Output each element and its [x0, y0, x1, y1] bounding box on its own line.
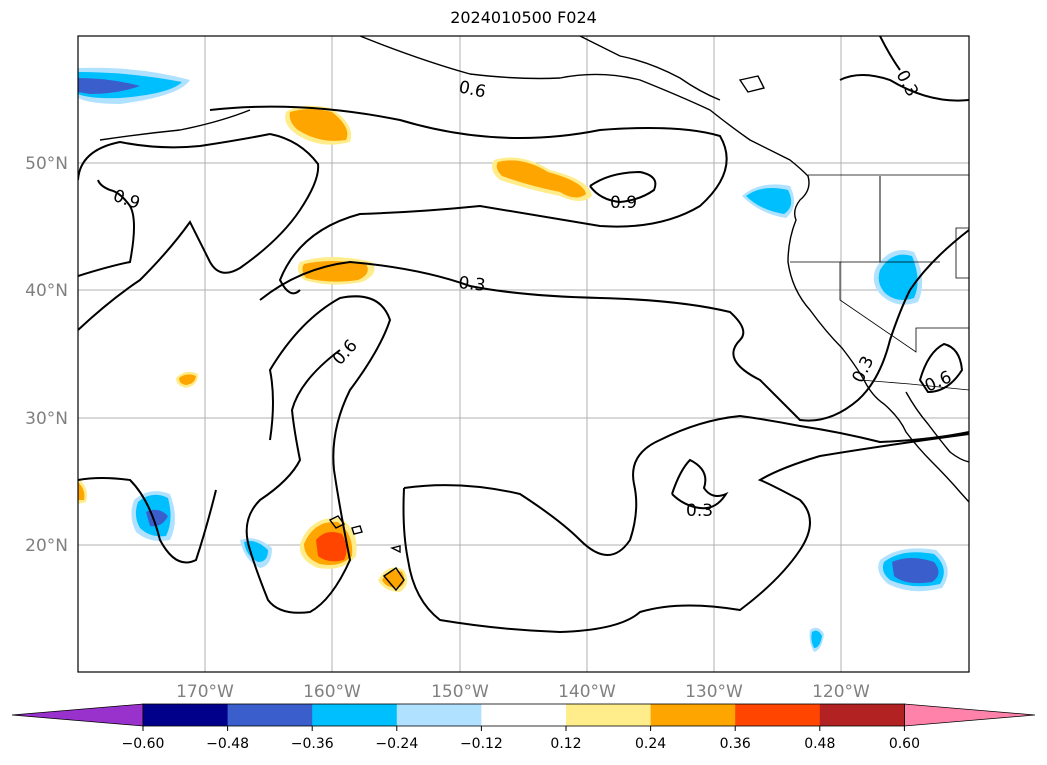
political-borders [790, 174, 969, 391]
map-area: 0.6 0.9 0.9 0.3 0.6 0.3 0.3 0.6 0.3 [78, 36, 969, 672]
lat-label: 50°N [25, 154, 68, 174]
lon-label: 170°W [176, 682, 234, 702]
lon-label: 150°W [431, 682, 489, 702]
coastlines [99, 36, 969, 592]
contour-label: 0.3 [892, 67, 922, 100]
colorbar-extend-low [11, 703, 144, 727]
latitude-axis: 50°N 40°N 30°N 20°N [25, 154, 68, 556]
map-title: 2024010500 F024 [450, 8, 597, 27]
contour-label: 0.6 [329, 336, 362, 369]
lon-label: 130°W [685, 682, 743, 702]
colorbar-extend-high [904, 703, 1036, 727]
graticule [78, 36, 969, 672]
colorbar-segment [312, 704, 398, 726]
lon-label: 160°W [303, 682, 361, 702]
colorbar-segment [396, 704, 482, 726]
contour-label: 0.3 [686, 501, 713, 521]
colorbar-segment [566, 704, 652, 726]
colorbar-segment [650, 704, 736, 726]
contour-label: 0.3 [457, 273, 486, 296]
map-frame [77, 35, 970, 673]
colorbar-segment [481, 704, 567, 726]
colorbar-tick-label: 0.48 [804, 736, 835, 752]
contour-lines [78, 36, 969, 634]
longitude-axis: 170°W 160°W 150°W 140°W 130°W 120°W [176, 682, 870, 702]
colorbar-segment [735, 704, 821, 726]
colorbar-segment [143, 704, 229, 726]
lat-label: 40°N [25, 281, 68, 301]
colorbar-tick-label: −0.60 [122, 736, 165, 752]
colorbar: −0.60 −0.48 −0.36 −0.24 −0.12 0.12 0.24 0.36 0.4… [11, 703, 1036, 752]
lon-label: 120°W [812, 682, 870, 702]
colorbar-tick-label: −0.12 [460, 736, 503, 752]
contour-label: 0.9 [110, 186, 142, 214]
colorbar-tick-label: −0.24 [375, 736, 418, 752]
colorbar-tick-label: −0.48 [206, 736, 249, 752]
colorbar-outline [142, 703, 905, 727]
contour-label: 0.6 [922, 367, 955, 396]
lon-label: 140°W [558, 682, 616, 702]
colorbar-tick-label: 0.36 [720, 736, 751, 752]
colorbar-segment [227, 704, 313, 726]
contour-label: 0.9 [610, 193, 637, 213]
colorbar-segment [819, 704, 905, 726]
colorbar-tick-label: 0.24 [635, 736, 666, 752]
lat-label: 20°N [25, 536, 68, 556]
lat-label: 30°N [25, 409, 68, 429]
colorbar-tick-label: −0.36 [291, 736, 334, 752]
contour-label: 0.6 [457, 77, 488, 102]
shaded-field [78, 67, 948, 652]
colorbar-tick-label: 0.60 [889, 736, 920, 752]
colorbar-tick-label: 0.12 [550, 736, 581, 752]
